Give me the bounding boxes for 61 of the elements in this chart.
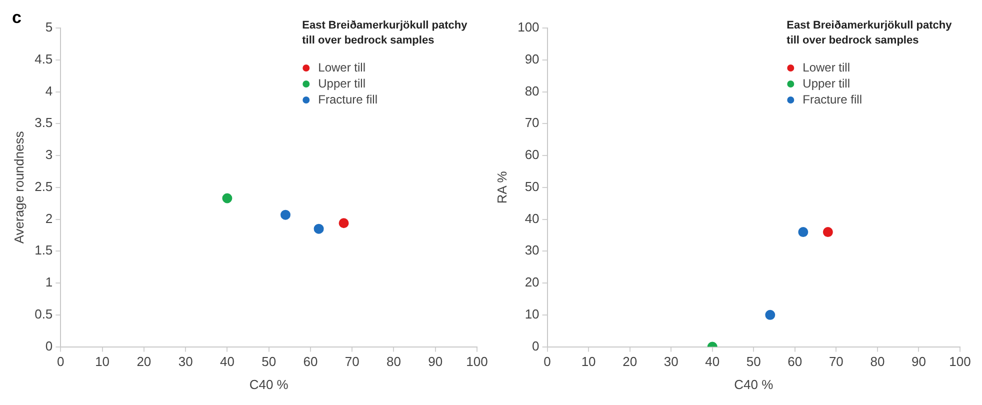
x-tick-label: 30 [664,354,678,370]
y-tick-label: 4.5 [34,51,53,66]
x-tick-label: 60 [303,354,318,370]
legend-label: Fracture fill [802,92,862,106]
legend-title: East Breiðamerkurjökull patchy till over bedrock samples [302,20,468,47]
x-tick-label: 70 [344,354,360,370]
x-tick-label: 50 [262,354,276,370]
x-tick-label: 100 [949,354,971,370]
x-tick-label: 90 [428,354,443,370]
x-tick-label: 0 [544,354,551,370]
legend-label: Lower till [318,60,366,74]
x-tick-label: 10 [581,354,596,370]
x-tick-label: 90 [911,354,926,370]
x-tick-label: 10 [95,354,110,370]
x-tick-label: 60 [788,354,802,370]
y-tick-label: 3 [45,147,53,162]
y-tick-label: 5 [45,20,53,35]
legend-label: Lower till [802,60,850,74]
y-tick-label: 1 [45,274,53,290]
point [222,193,232,204]
x-tick-label: 80 [870,354,885,370]
y-tick-label: 80 [524,83,540,98]
y-tick-label: 90 [524,51,540,66]
y-tick-label: 4 [45,83,53,98]
x-tick-label: 80 [386,354,401,370]
x-tick-label: 30 [178,354,193,370]
x-tick-label: 100 [466,354,488,370]
y-tick-label: 2.5 [34,178,53,194]
y-tick-label: 0 [532,338,540,354]
x-tick-label: 40 [705,354,720,370]
y-tick-label: 3.5 [34,115,53,130]
y-axis-title: RA % [494,170,510,204]
point [314,224,324,234]
text: c [12,8,22,28]
legend-title: East Breiðamerkurjökull patchy till over bedrock samples [786,20,953,47]
y-tick-label: 60 [524,147,540,162]
x-tick-label: 50 [746,354,761,370]
y-tick-label: 30 [524,242,540,258]
y-tick-label: 70 [524,115,540,130]
y-tick-label: 40 [524,210,540,226]
y-tick-label: 20 [524,274,540,290]
y-tick-label: 0 [45,338,53,354]
point [338,218,349,228]
x-tick-label: 20 [622,354,638,370]
y-tick-label: 2 [45,210,53,226]
x-tick-label: 40 [220,354,234,370]
legend-label: Fracture fill [318,92,378,106]
x-tick-label: 20 [136,354,152,370]
y-axis-title: Average roundness [11,130,26,244]
x-tick-label: 0 [57,354,64,370]
x-tick-label: 70 [828,354,844,370]
point [280,210,290,220]
x-axis-title: C40 % [734,376,774,392]
legend-label: Upper till [802,76,850,90]
y-tick-label: 50 [524,178,540,194]
y-tick-label: 0.5 [34,306,53,322]
legend-label: Upper till [318,76,366,90]
y-tick-label: 10 [524,306,540,322]
y-tick-label: 100 [518,20,540,35]
x-axis-title: C40 % [249,376,289,392]
y-tick-label: 1.5 [34,242,53,258]
